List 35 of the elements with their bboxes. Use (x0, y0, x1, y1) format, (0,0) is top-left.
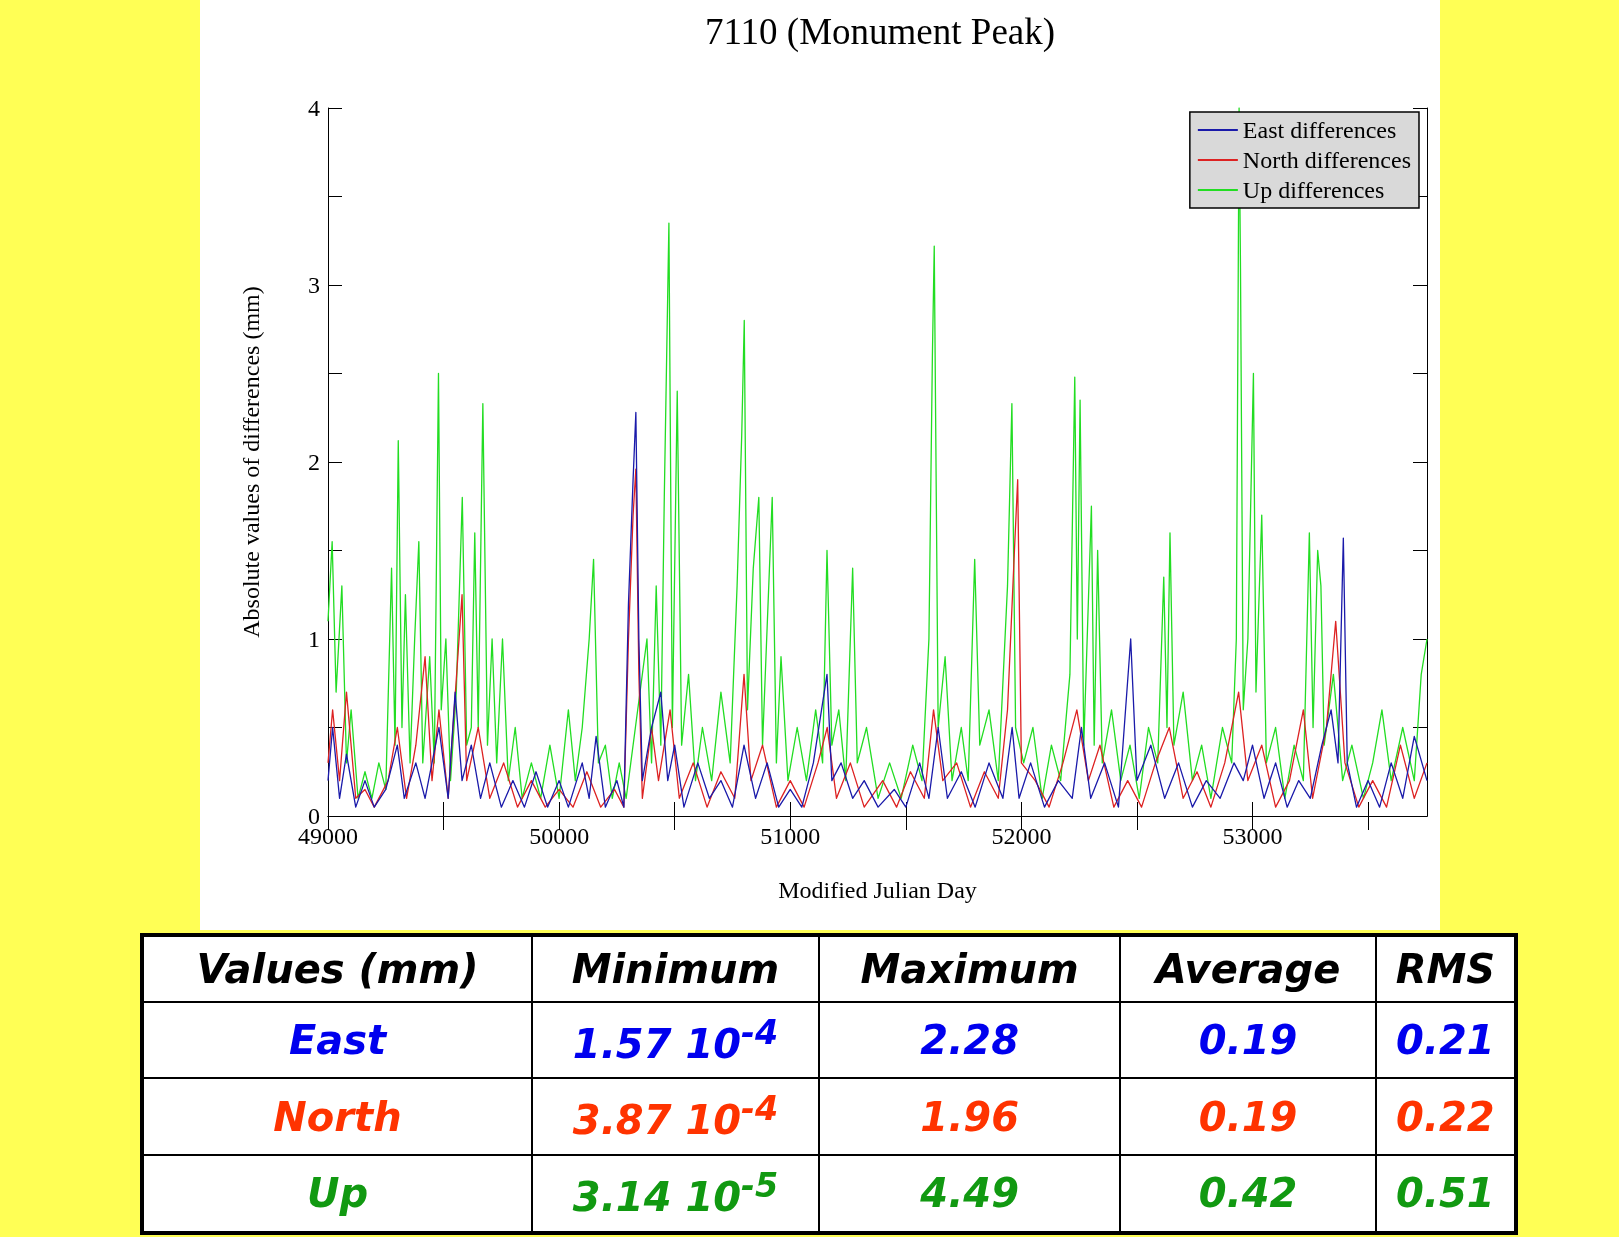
text: Up (142, 1154, 533, 1233)
text: 0.42 (1120, 1154, 1376, 1233)
text: 2.28 (818, 1001, 1121, 1079)
text: 0.51 (1375, 1154, 1516, 1233)
category-label: RMS (1375, 935, 1516, 1002)
text: 0.21 (1375, 1001, 1516, 1079)
text: North (142, 1078, 533, 1155)
category-label: Minimum (532, 935, 819, 1002)
x-tick-label: 51000 (760, 823, 821, 849)
chart-title: 7110 (Monument Peak) (704, 11, 1056, 53)
x-tick-label: 50000 (529, 823, 590, 849)
text: 0.22 (1375, 1078, 1516, 1155)
text: 0.19 (1120, 1001, 1376, 1079)
x-axis-title: Modified Julian Day (778, 877, 977, 903)
category-label: Values (mm) (142, 935, 533, 1002)
text: East (142, 1001, 533, 1079)
y-tick-label: 4 (308, 95, 320, 121)
text: 1.57 10$^{-4}$ (532, 1001, 819, 1079)
y-tick-label: 2 (308, 449, 320, 475)
category-label: Maximum (818, 935, 1121, 1002)
text: 1.96 (818, 1078, 1121, 1155)
x-tick-label: 52000 (991, 823, 1052, 849)
y-axis-title: Absolute values of differences (mm) (238, 286, 264, 638)
x-tick-label: 53000 (1222, 823, 1283, 849)
text: 0.19 (1120, 1078, 1376, 1155)
text: 3.87 10$^{-4}$ (532, 1078, 819, 1155)
legend-label: Up differences (1242, 177, 1385, 203)
legend-label: North differences (1242, 147, 1411, 173)
legend-label: East differences (1242, 117, 1397, 143)
y-tick-label: 1 (308, 626, 320, 652)
text: 3.14 10$^{-5}$ (532, 1154, 819, 1233)
line-series (327, 107, 1428, 799)
text: 4.49 (818, 1154, 1121, 1233)
category-label: Average (1120, 935, 1376, 1002)
y-tick-label: 3 (308, 272, 320, 298)
